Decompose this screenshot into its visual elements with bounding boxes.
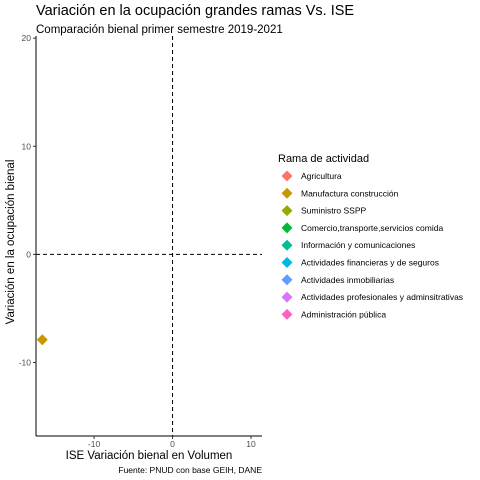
x-tick-label: 10 — [246, 439, 256, 449]
y-tick-label: -10 — [19, 357, 32, 367]
legend-key — [281, 239, 293, 251]
legend-key — [281, 291, 293, 303]
chart-caption: Fuente: PNUD con base GEIH, DANE — [118, 465, 262, 475]
legend-title: Rama de actividad — [278, 153, 369, 165]
y-tick-label: 20 — [22, 33, 32, 43]
legend-entry-label: Actividades inmobiliarias — [301, 275, 394, 285]
legend-key — [281, 170, 293, 182]
legend: Rama de actividad Agricultura Manufactura… — [278, 153, 463, 320]
plot-area: -10 0 10 -10 0 10 20 — [19, 33, 262, 449]
legend-key — [281, 205, 293, 217]
legend-key — [281, 222, 293, 234]
legend-key — [281, 308, 293, 320]
legend-key — [281, 187, 293, 199]
x-axis-label: ISE Variación bienal en Volumen — [66, 450, 233, 462]
x-tick-label: 0 — [170, 439, 175, 449]
data-point — [36, 334, 48, 346]
x-tick-label: -10 — [88, 439, 101, 449]
y-tick-label: 10 — [22, 141, 32, 151]
y-tick-label: 0 — [26, 249, 31, 259]
legend-entry-label: Manufactura construcción — [301, 188, 399, 198]
legend-entry-label: Actividades financieras y de seguros — [301, 258, 439, 268]
legend-entry-label: Comercio,transporte,servicios comida — [301, 223, 443, 233]
legend-entry-label: Administración pública — [301, 309, 386, 319]
legend-entry-label: Información y comunicaciones — [301, 240, 415, 250]
y-axis-label: Variación en la ocupación bienal — [5, 160, 17, 325]
legend-entry-label: Suministro SSPP — [301, 206, 367, 216]
legend-entry-label: Actividades profesionales y adminsitrati… — [301, 292, 463, 302]
legend-key — [281, 274, 293, 286]
chart-title: Variación en la ocupación grandes ramas … — [36, 3, 354, 19]
legend-key — [281, 257, 293, 268]
chart-subtitle: Comparación bienal primer semestre 2019-… — [36, 24, 283, 36]
legend-entry-label: Agricultura — [301, 171, 342, 181]
